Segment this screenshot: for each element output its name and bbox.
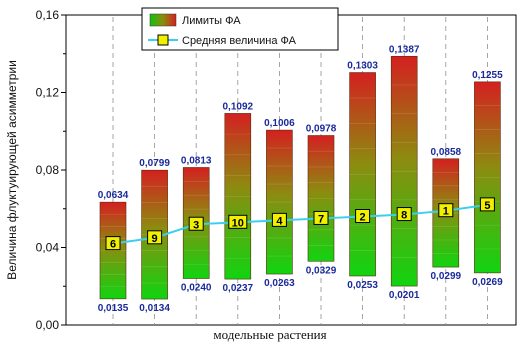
mean-line: 6 9 3 10 4 7 2 8 1 5 <box>105 197 495 251</box>
y-axis-title: Величина флуктуирующей асимметрии <box>5 60 19 280</box>
x-axis-title: модельные растения <box>213 327 326 342</box>
mean-marker-label: 6 <box>110 239 116 251</box>
legend-swatch-limits <box>149 13 177 27</box>
mean-marker <box>313 210 329 225</box>
high-value-label: 0,1387 <box>389 44 420 55</box>
mean-marker <box>355 209 371 223</box>
range-bar <box>474 81 501 274</box>
mean-marker <box>228 214 248 229</box>
y-tick-label: 0,16 <box>36 8 60 22</box>
mean-marker-label: 3 <box>193 219 199 231</box>
low-value-label: 0,0201 <box>389 290 420 301</box>
low-value-label: 0,0240 <box>181 283 212 294</box>
range-bar <box>99 201 127 300</box>
mean-marker <box>147 230 163 245</box>
range-bar <box>307 135 335 262</box>
mean-marker-label: 9 <box>152 233 158 245</box>
mean-marker-label: 1 <box>443 206 449 218</box>
y-tick-label: 0,08 <box>36 163 60 177</box>
high-value-label: 0,0858 <box>431 147 462 158</box>
mean-marker-label: 10 <box>232 217 244 229</box>
y-tick-label: 0,12 <box>36 86 60 100</box>
legend-label-limits: Лимиты ФА <box>182 15 241 27</box>
mean-marker-label: 7 <box>318 213 324 225</box>
y-tick-label: 0,00 <box>36 318 60 332</box>
high-value-label: 0,1255 <box>472 70 503 81</box>
low-value-label: 0,0134 <box>139 303 170 314</box>
mean-marker <box>188 216 204 231</box>
range-bar <box>224 113 252 280</box>
high-value-label: 0,0813 <box>181 155 212 166</box>
axes: 0,00 0,04 0,08 0,12 0,16 <box>36 8 66 332</box>
high-value-label: 0,0978 <box>306 124 337 135</box>
low-value-label: 0,0299 <box>431 271 462 282</box>
high-value-label: 0,1303 <box>347 61 378 72</box>
legend-marker-mean <box>157 34 169 46</box>
mean-marker <box>271 212 287 227</box>
mean-marker-label: 5 <box>484 200 490 212</box>
y-tick-label: 0,04 <box>36 241 60 255</box>
mean-marker-label: 2 <box>360 212 366 224</box>
high-value-label: 0,1092 <box>223 101 254 112</box>
low-value-label: 0,0253 <box>347 280 378 291</box>
bars <box>99 55 501 300</box>
high-value-label: 0,0799 <box>139 158 170 169</box>
low-value-label: 0,0135 <box>98 303 129 314</box>
range-bar <box>266 129 293 275</box>
mean-marker <box>438 203 454 218</box>
high-value-label: 0,0634 <box>98 190 129 201</box>
mean-marker-label: 8 <box>401 210 407 222</box>
low-value-label: 0,0269 <box>472 277 503 288</box>
mean-marker <box>105 236 121 251</box>
mean-polyline <box>112 203 488 245</box>
high-value-label: 0,1006 <box>264 118 295 129</box>
mean-marker <box>396 207 412 222</box>
data-labels: 0,0634 0,0135 0,0799 0,0134 0,0813 0,0240 0,10… <box>98 44 503 314</box>
mean-marker-label: 4 <box>276 215 283 227</box>
low-value-label: 0,0237 <box>223 283 254 294</box>
mean-marker <box>479 197 495 212</box>
range-bar <box>390 55 418 287</box>
low-value-label: 0,0263 <box>264 278 295 289</box>
legend-label-mean: Средняя величина ФА <box>182 35 297 47</box>
legend: Лимиты ФА Средняя величина ФА <box>141 7 339 51</box>
low-value-label: 0,0329 <box>306 265 337 276</box>
range-bar <box>349 72 376 277</box>
